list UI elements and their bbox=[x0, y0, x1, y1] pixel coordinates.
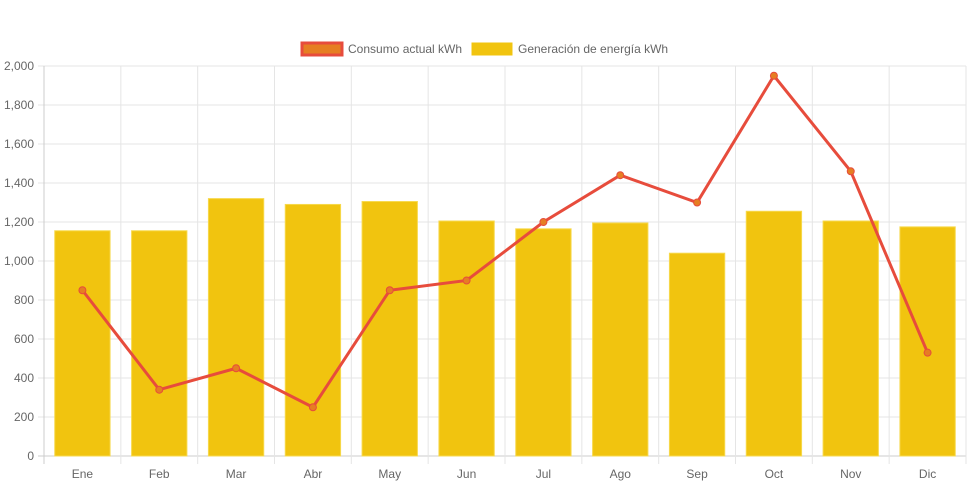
x-tick-label: Jul bbox=[536, 467, 551, 481]
x-tick-label: Sep bbox=[686, 467, 708, 481]
legend-swatch-generacion bbox=[471, 42, 513, 56]
y-tick-label: 1,200 bbox=[4, 215, 34, 229]
line-point-ago[interactable] bbox=[616, 171, 625, 180]
bar-nov[interactable] bbox=[822, 220, 879, 457]
line-point-feb[interactable] bbox=[155, 385, 164, 394]
bar-ago[interactable] bbox=[592, 222, 649, 457]
line-point-jun[interactable] bbox=[462, 276, 471, 285]
grid bbox=[38, 65, 967, 464]
x-tick-label: Nov bbox=[840, 467, 861, 481]
x-tick-label: Abr bbox=[304, 467, 323, 481]
bar-may[interactable] bbox=[361, 201, 418, 457]
line-point-ene[interactable] bbox=[78, 286, 87, 295]
y-tick-label: 200 bbox=[14, 410, 34, 424]
legend-label-consumo: Consumo actual kWh bbox=[348, 42, 462, 56]
y-tick-label: 400 bbox=[14, 371, 34, 385]
y-tick-label: 1,000 bbox=[4, 254, 34, 268]
y-tick-label: 600 bbox=[14, 332, 34, 346]
y-axis: 0 200 400 600 800 1,000 1,200 1,400 1,600 1,800 2,… bbox=[4, 59, 34, 463]
legend-item-consumo[interactable]: Consumo actual kWh bbox=[300, 41, 462, 57]
legend-item-generacion[interactable]: Generación de energía kWh bbox=[471, 42, 668, 56]
y-tick-label: 1,400 bbox=[4, 176, 34, 190]
x-tick-label: Mar bbox=[226, 467, 247, 481]
line-point-sep[interactable] bbox=[693, 198, 702, 207]
y-tick-label: 2,000 bbox=[4, 59, 34, 73]
x-tick-label: Oct bbox=[765, 467, 784, 481]
y-tick-label: 0 bbox=[27, 449, 34, 463]
line-point-dic[interactable] bbox=[923, 348, 932, 357]
bar-sep[interactable] bbox=[668, 252, 726, 457]
bar-jun[interactable] bbox=[438, 220, 495, 457]
x-tick-label: Jun bbox=[457, 467, 476, 481]
line-point-mar[interactable] bbox=[232, 364, 241, 373]
x-tick-label: Dic bbox=[919, 467, 936, 481]
bar-oct[interactable] bbox=[745, 210, 803, 457]
x-tick-label: Feb bbox=[149, 467, 170, 481]
legend: Consumo actual kWh Generación de energía… bbox=[300, 41, 668, 57]
y-tick-label: 1,600 bbox=[4, 137, 34, 151]
line-point-nov[interactable] bbox=[846, 167, 855, 176]
line-point-oct[interactable] bbox=[769, 71, 778, 80]
line-point-abr[interactable] bbox=[308, 403, 317, 412]
legend-label-generacion: Generación de energía kWh bbox=[518, 42, 668, 56]
y-tick-label: 800 bbox=[14, 293, 34, 307]
bar-dic[interactable] bbox=[899, 226, 956, 457]
x-tick-label: May bbox=[378, 467, 401, 481]
bar-jul[interactable] bbox=[515, 228, 572, 457]
line-series-consumo bbox=[78, 71, 932, 412]
bar-series-generacion bbox=[54, 198, 956, 457]
legend-swatch-consumo bbox=[300, 41, 344, 57]
line-point-jul[interactable] bbox=[539, 218, 548, 226]
y-tick-label: 1,800 bbox=[4, 98, 34, 112]
bar-feb[interactable] bbox=[131, 230, 188, 457]
bar-abr[interactable] bbox=[284, 203, 342, 457]
x-tick-label: Ene bbox=[72, 467, 94, 481]
line-point-may[interactable] bbox=[385, 286, 394, 295]
line-path bbox=[81, 73, 929, 410]
x-tick-label: Ago bbox=[610, 467, 632, 481]
x-axis: Ene Feb Mar Abr May Jun Jul Ago Sep Oct Nov Dic bbox=[72, 467, 937, 481]
bar-mar[interactable] bbox=[207, 198, 265, 457]
bar-ene[interactable] bbox=[54, 230, 111, 457]
